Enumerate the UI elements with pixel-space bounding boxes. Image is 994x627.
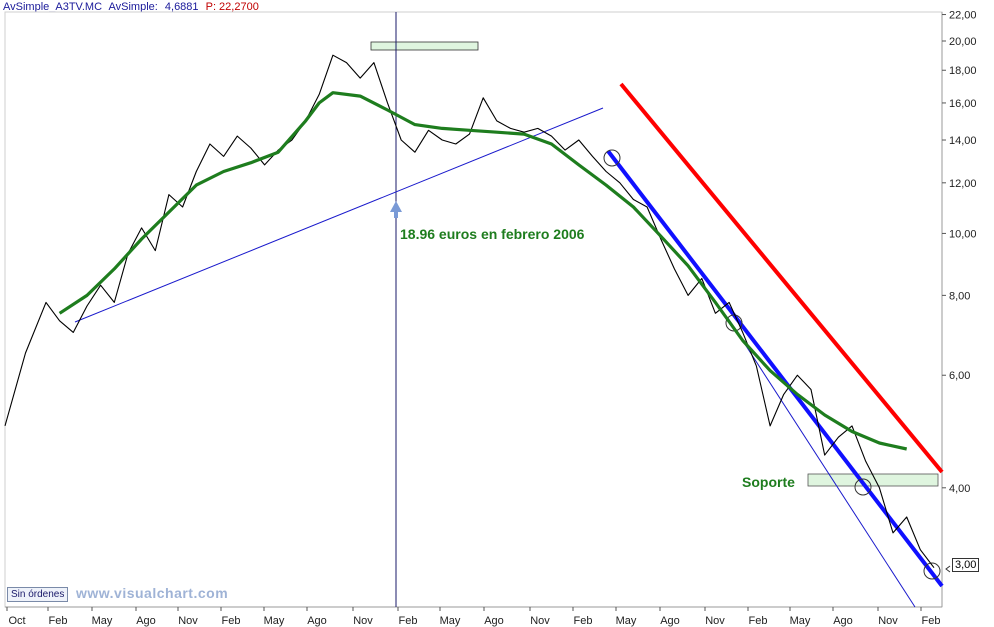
peak-highlight-box: [370, 41, 479, 51]
peak-annotation: 18.96 euros en febrero 2006: [400, 226, 585, 242]
support-channel-line: [606, 149, 944, 588]
x-tick-label: Feb: [749, 615, 768, 627]
x-tick-label: May: [440, 615, 461, 627]
x-tick-label: Feb: [922, 615, 941, 627]
price-label: P: 22,2700: [205, 1, 259, 13]
x-tick-label: Feb: [574, 615, 593, 627]
lower-channel-line: [727, 317, 916, 608]
resistance-line: [619, 82, 944, 474]
x-tick-label: Ago: [307, 615, 327, 627]
x-tick-label: Ago: [136, 615, 156, 627]
x-tick-label: Nov: [878, 615, 898, 627]
support-highlight-box: [807, 473, 939, 487]
y-tick-label: 6,00: [949, 370, 970, 382]
y-tick-label: 16,00: [949, 98, 977, 110]
x-tick-label: Nov: [705, 615, 725, 627]
y-tick-label: 10,00: [949, 228, 977, 240]
y-tick-label: 18,00: [949, 65, 977, 77]
x-tick-label: Nov: [178, 615, 198, 627]
peak-arrow-icon: [390, 201, 402, 218]
x-tick-label: Ago: [484, 615, 504, 627]
watermark: www.visualchart.com: [76, 585, 229, 601]
x-tick-label: May: [92, 615, 113, 627]
touch-circle: [603, 149, 621, 167]
chart-header: AvSimple_A3TV.MC AvSimple: 4,6881 P: 22,…: [3, 1, 263, 13]
uptrend-line: [74, 107, 604, 323]
x-tick-label: May: [264, 615, 285, 627]
last-price-marker: 3,00: [952, 558, 980, 572]
x-tick-label: Feb: [399, 615, 418, 627]
touch-circle: [854, 478, 872, 496]
price-line: [4, 54, 935, 569]
x-tick-label: Ago: [833, 615, 853, 627]
moving-average-line: [58, 91, 908, 451]
x-tick-label: Ago: [660, 615, 680, 627]
x-tick-label: May: [616, 615, 637, 627]
indicator-label: AvSimple:: [108, 1, 158, 13]
x-tick-label: May: [790, 615, 811, 627]
y-tick-label: 22,00: [949, 10, 977, 22]
x-tick-label: Oct: [8, 615, 25, 627]
indicator-value: 4,6881: [164, 1, 199, 13]
y-tick-label: 14,00: [949, 135, 977, 147]
x-tick-label: Feb: [49, 615, 68, 627]
y-tick-label: 12,00: [949, 178, 977, 190]
last-value-pointer-icon: [945, 565, 951, 573]
y-tick-label: 20,00: [949, 36, 977, 48]
support-annotation: Soporte: [742, 474, 795, 490]
x-tick-label: Feb: [222, 615, 241, 627]
orders-button[interactable]: Sin órdenes: [7, 587, 69, 602]
touch-circle: [923, 562, 941, 580]
y-tick-label: 4,00: [949, 483, 970, 495]
x-tick-label: Nov: [353, 615, 373, 627]
instrument-label: AvSimple_A3TV.MC: [3, 1, 103, 13]
x-tick-label: Nov: [530, 615, 550, 627]
plot-frame: [4, 11, 943, 608]
y-tick-label: 8,00: [949, 290, 970, 302]
